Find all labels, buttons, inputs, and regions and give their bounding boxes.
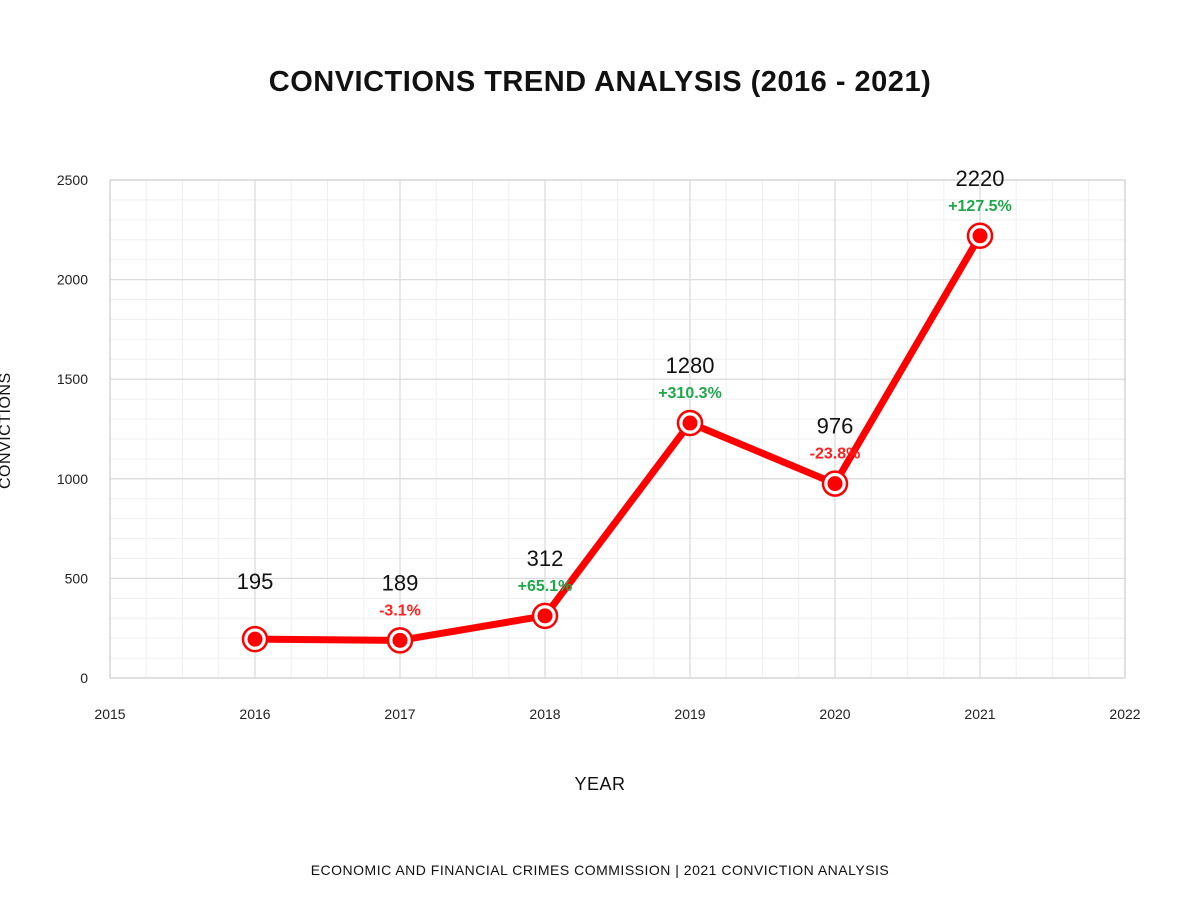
data-change-label: +310.3% — [658, 385, 722, 402]
y-tick-label: 500 — [65, 570, 89, 586]
x-tick-label: 2015 — [94, 706, 125, 722]
data-change-label: +127.5% — [948, 198, 1012, 215]
x-tick-label: 2018 — [529, 706, 560, 722]
chart-title: CONVICTIONS TREND ANALYSIS (2016 - 2021) — [268, 66, 932, 98]
footer-caption: ECONOMIC AND FINANCIAL CRIMES COMMISSION… — [310, 862, 890, 878]
data-point — [392, 632, 408, 648]
y-tick-label: 1000 — [57, 471, 88, 487]
data-point — [827, 476, 843, 492]
data-value-label: 189 — [382, 570, 419, 595]
data-value-label: 1280 — [666, 353, 715, 378]
x-tick-label: 2020 — [819, 706, 850, 722]
series-line — [251, 232, 984, 644]
data-point — [682, 415, 698, 431]
data-value-label: 976 — [817, 414, 854, 439]
data-change-label: -23.8% — [810, 446, 861, 463]
data-change-label: -3.1% — [379, 602, 421, 619]
y-tick-label: 1500 — [57, 371, 88, 387]
x-tick-label: 2022 — [1109, 706, 1140, 722]
data-point — [247, 631, 263, 647]
data-value-label: 312 — [527, 546, 564, 571]
y-tick-label: 2500 — [57, 172, 88, 188]
data-point — [972, 228, 988, 244]
x-tick-label: 2017 — [384, 706, 415, 722]
y-tick-label: 2000 — [57, 272, 88, 288]
y-tick-label: 0 — [80, 670, 88, 686]
data-value-label: 195 — [237, 569, 274, 594]
data-change-label: +65.1% — [518, 578, 573, 595]
x-tick-label: 2021 — [964, 706, 995, 722]
x-tick-label: 2019 — [674, 706, 705, 722]
data-point — [537, 608, 553, 624]
x-tick-label: 2016 — [239, 706, 270, 722]
x-axis-label: YEAR — [574, 774, 626, 794]
data-value-label: 2220 — [956, 166, 1005, 191]
plot-frame — [109, 179, 1126, 679]
